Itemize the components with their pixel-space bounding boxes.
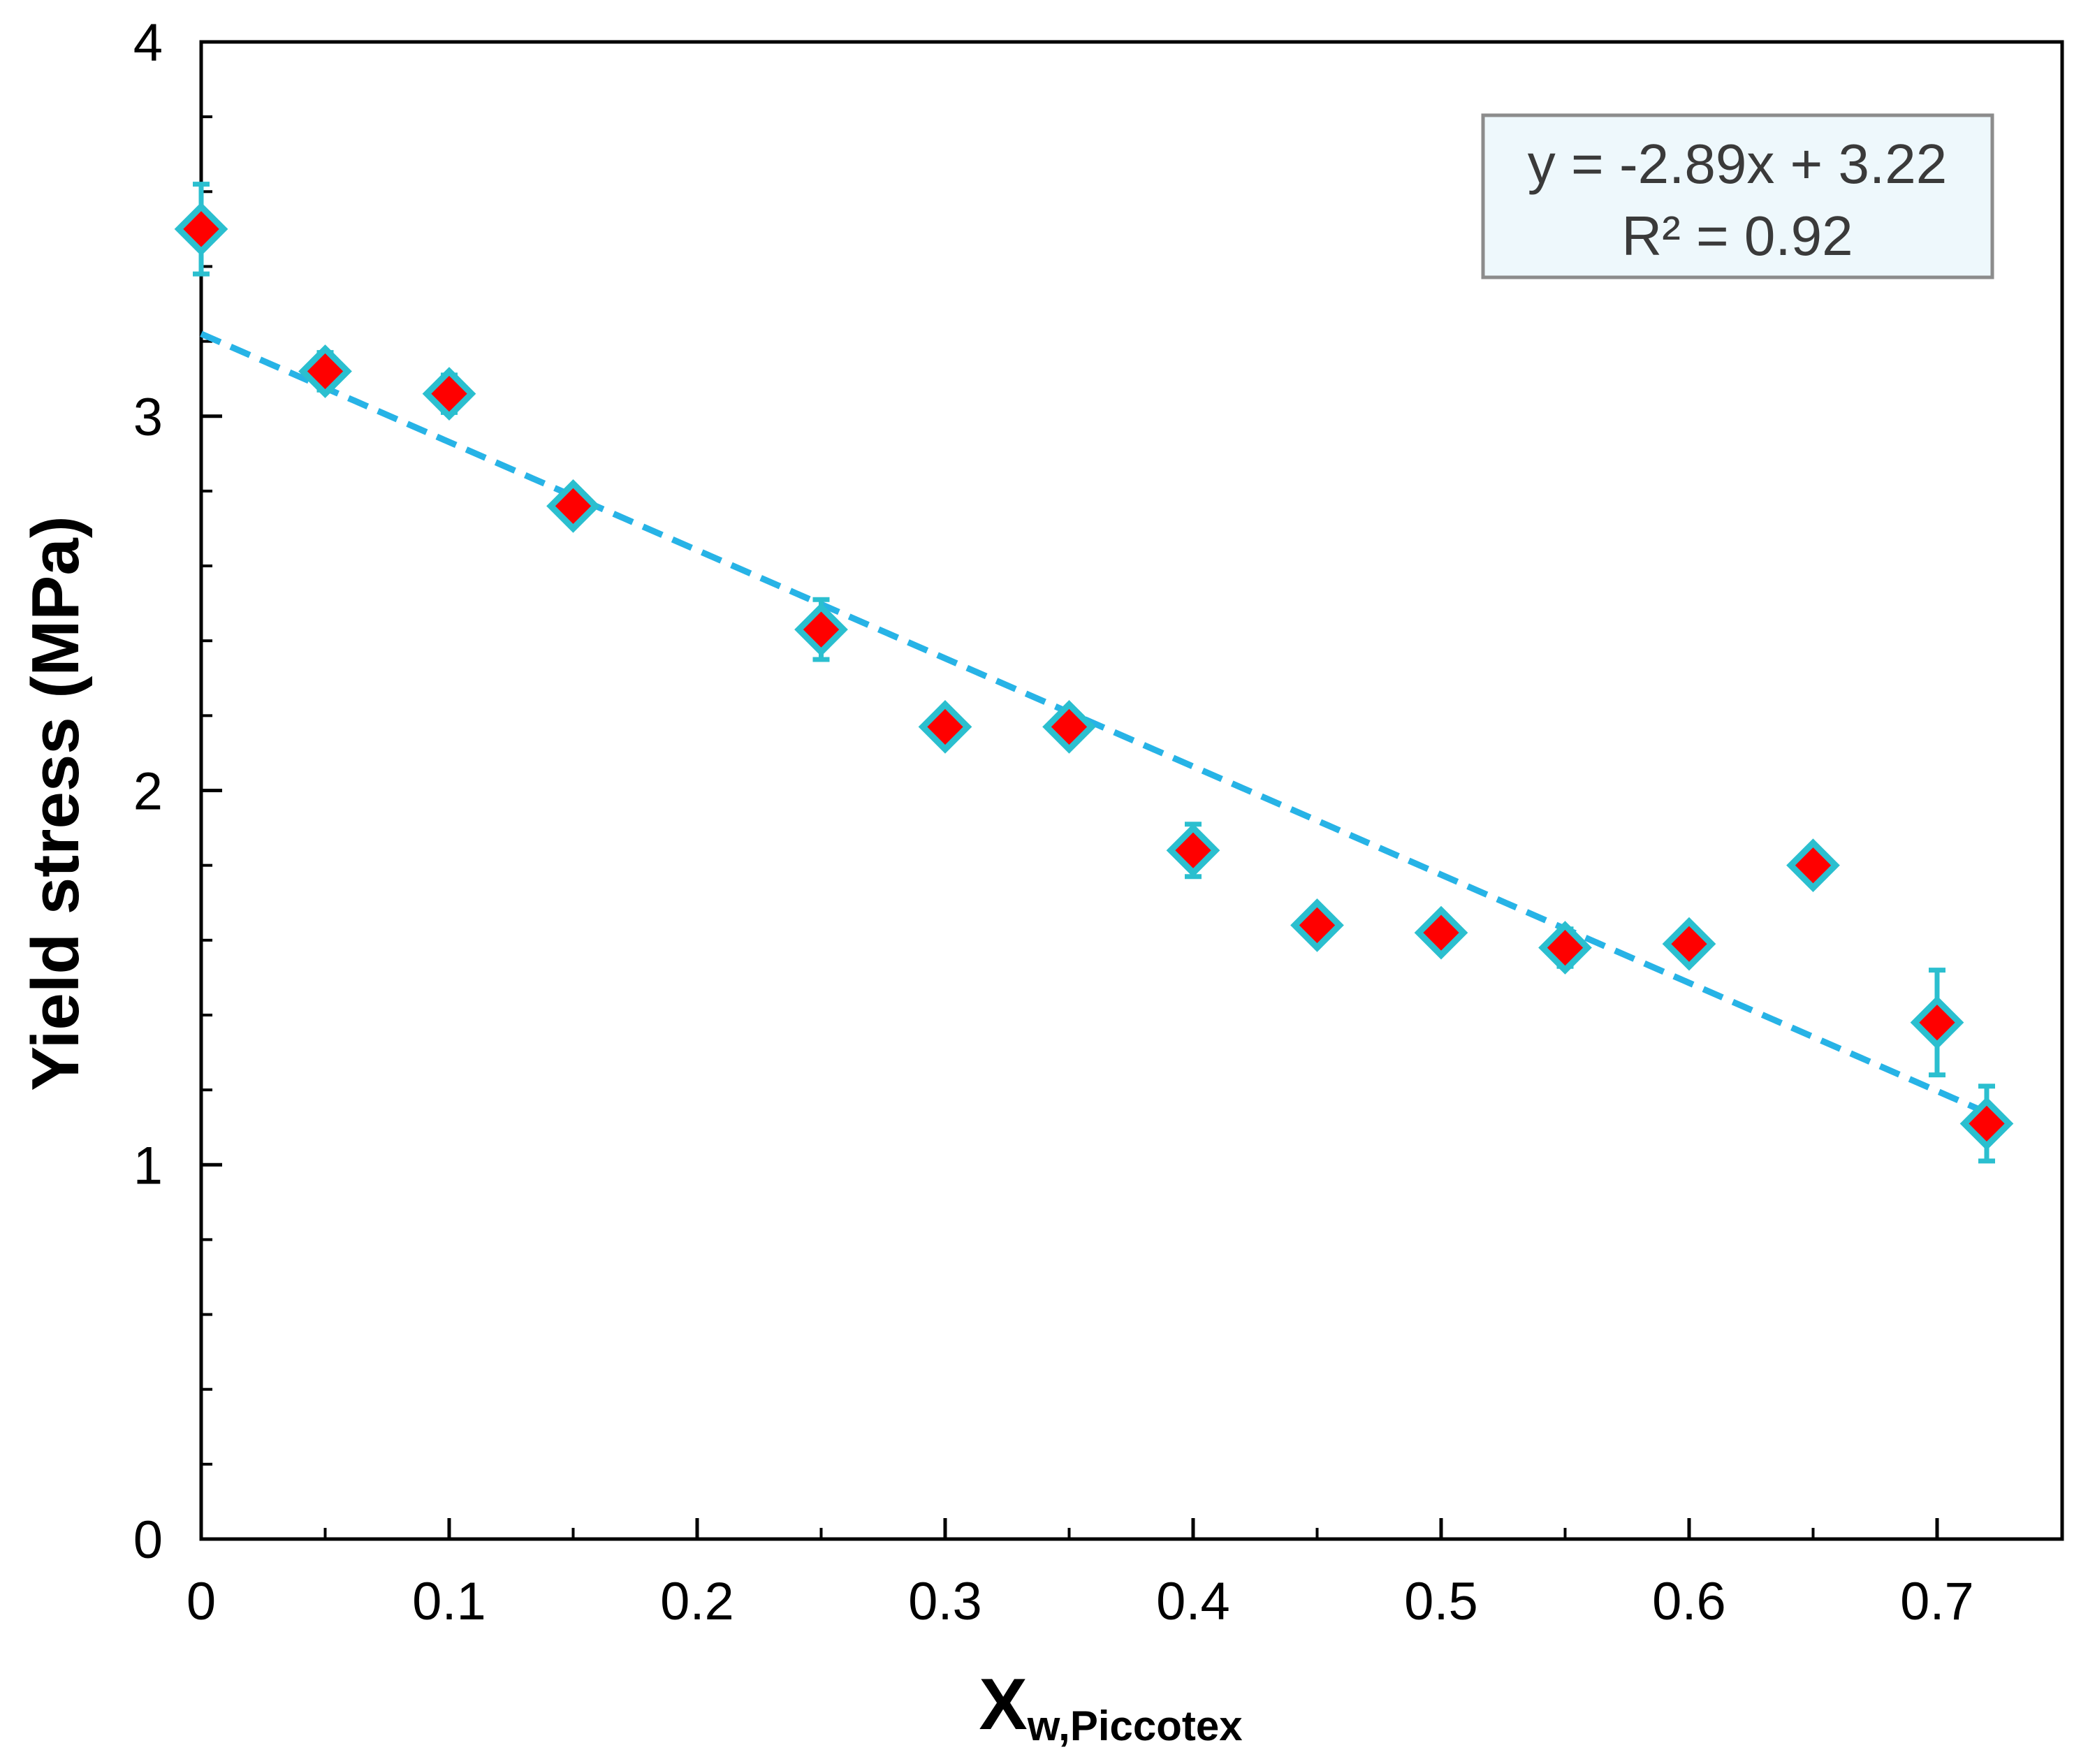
data-point xyxy=(1910,996,1964,1050)
x-tick-label: 0.1 xyxy=(412,1572,486,1631)
data-point xyxy=(174,202,228,256)
y-tick-label: 1 xyxy=(133,1136,163,1195)
x-tick-label: 0.2 xyxy=(660,1572,734,1631)
data-point xyxy=(546,479,600,533)
plot-frame xyxy=(199,40,2064,1541)
data-point xyxy=(1414,905,1468,960)
y-axis-title: Yield stress (MPa) xyxy=(18,516,93,1091)
x-tick-label: 0.6 xyxy=(1652,1572,1726,1631)
data-series xyxy=(174,182,2014,1164)
axes: 0 1 2 3 4 0 0.1 0.2 0.3 0.4 0.5 0.6 0.7 xyxy=(133,13,1974,1631)
y-tick-label: 2 xyxy=(133,762,163,822)
x-tick-label: 0 xyxy=(187,1572,216,1631)
data-point xyxy=(1662,917,1716,971)
x-tick-label: 0.5 xyxy=(1404,1572,1478,1631)
equation-box: y = -2.89x + 3.22 R² = 0.92 xyxy=(1481,113,1994,279)
data-point xyxy=(298,344,352,398)
data-point xyxy=(1042,700,1096,754)
y-tick-label: 0 xyxy=(133,1510,163,1570)
y-tick-label: 4 xyxy=(133,13,163,73)
trendline xyxy=(200,330,1988,1116)
x-axis-title-subscript: w,Piccotex xyxy=(1027,1703,1243,1749)
r-squared-text: R² = 0.92 xyxy=(1621,205,1853,267)
data-point xyxy=(1959,1096,2014,1151)
x-tick-label: 0.4 xyxy=(1156,1572,1230,1631)
equation-box-frame xyxy=(1481,113,1994,279)
equation-text: y = -2.89x + 3.22 xyxy=(1528,133,1947,195)
x-tick-label: 0.7 xyxy=(1900,1572,1974,1631)
data-point xyxy=(918,700,972,754)
data-point xyxy=(794,602,848,657)
data-point xyxy=(1166,823,1220,877)
data-point xyxy=(422,367,476,421)
y-tick-label: 3 xyxy=(133,388,163,447)
x-axis-title: Xw,Piccotex xyxy=(979,1664,1242,1749)
data-point xyxy=(1786,838,1840,893)
x-tick-label: 0.3 xyxy=(908,1572,982,1631)
plot-area xyxy=(199,40,2064,1541)
data-point xyxy=(1290,898,1344,952)
x-axis-title-main: X xyxy=(979,1664,1027,1745)
data-point xyxy=(1538,921,1592,975)
